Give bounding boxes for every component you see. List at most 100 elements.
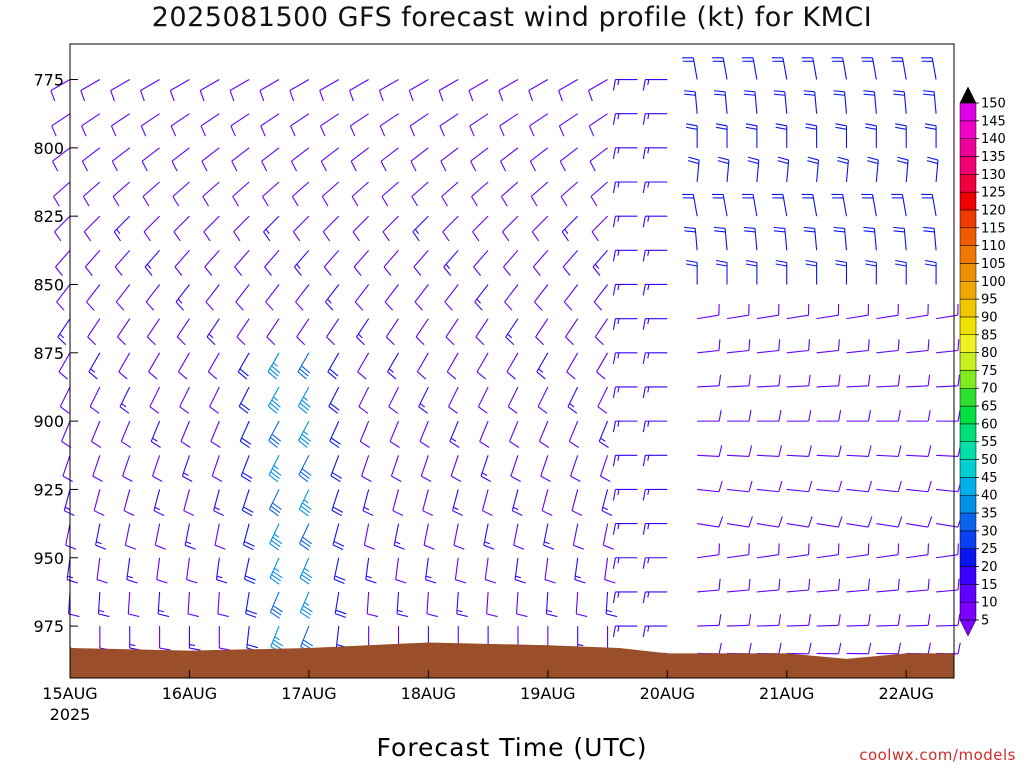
colorbar-swatch (959, 352, 977, 371)
wind-barb (803, 90, 818, 114)
wind-barb (410, 147, 429, 172)
wind-barb (444, 284, 459, 311)
wind-barb (297, 386, 311, 414)
wind-barb (322, 215, 340, 242)
wind-barb (601, 489, 613, 516)
wind-barb (863, 90, 877, 114)
wind-barb (756, 642, 782, 655)
colorbar-swatch (959, 227, 977, 246)
wind-barb (741, 57, 758, 80)
wind-barb (865, 123, 877, 148)
wind-barb (418, 386, 429, 414)
wind-barb (816, 410, 842, 422)
wind-barb (176, 318, 190, 346)
wind-barb (479, 420, 490, 448)
wind-barb (99, 626, 111, 651)
wind-barb (816, 339, 840, 354)
wind-barb (835, 123, 848, 148)
wind-barb (936, 480, 962, 493)
wind-barb (924, 259, 937, 285)
wind-barb (756, 614, 782, 627)
wind-barb (936, 374, 961, 388)
wind-barb (200, 113, 220, 137)
wind-barb (53, 215, 71, 242)
wind-barb (123, 489, 135, 516)
x-tick-label: 22AUG (879, 684, 934, 703)
wind-barb (726, 516, 753, 528)
wind-barb (816, 445, 842, 457)
colorbar-swatch (959, 370, 977, 389)
wind-barb (713, 226, 728, 251)
wind-barb (538, 420, 550, 448)
wind-barb (803, 226, 818, 251)
wind-barb (561, 215, 579, 242)
colorbar-label: 70 (981, 382, 998, 397)
wind-barb (756, 374, 781, 388)
wind-barb (118, 352, 131, 380)
wind-barb (215, 557, 228, 584)
wind-barb (110, 113, 131, 137)
wind-barb (713, 90, 728, 114)
wind-barb (471, 181, 489, 207)
wind-barb (567, 386, 579, 414)
wind-barb (612, 283, 638, 296)
wind-barb (486, 591, 498, 618)
wind-barb (269, 557, 283, 585)
y-tick-label: 975 (33, 617, 64, 636)
wind-barb (323, 249, 340, 276)
wind-barb (591, 215, 608, 242)
wind-barb (906, 614, 931, 627)
wind-barb (642, 420, 668, 433)
wind-barb (906, 578, 930, 593)
wind-barb (352, 215, 370, 242)
wind-barb (89, 386, 101, 414)
colorbar-swatch (959, 477, 977, 496)
wind-barb (206, 318, 220, 346)
wind-barb (756, 480, 783, 493)
wind-barb (727, 410, 752, 422)
wind-barb (865, 259, 877, 285)
wind-barb (893, 90, 907, 114)
wind-barb (382, 215, 399, 242)
x-tick-label: 16AUG (162, 684, 217, 703)
wind-barb (786, 578, 811, 593)
wind-barb (612, 625, 638, 638)
wind-barb (80, 79, 101, 102)
wind-barb (534, 284, 549, 311)
wind-barb (867, 156, 879, 183)
colorbar-swatch (959, 584, 977, 603)
wind-barb (642, 181, 668, 194)
wind-barb (604, 557, 616, 584)
colorbar-label: 25 (981, 542, 998, 557)
wind-barb (846, 614, 871, 627)
wind-barb (149, 386, 161, 414)
wind-barb (448, 386, 459, 414)
wind-barb (715, 259, 728, 285)
colorbar-swatch (959, 245, 977, 264)
wind-barb (259, 79, 280, 102)
wind-barb (268, 489, 282, 517)
wind-barb (906, 304, 929, 320)
wind-barb (329, 420, 341, 448)
wind-barb (396, 591, 409, 618)
wind-barb (816, 304, 840, 320)
wind-barb (590, 181, 608, 207)
wind-barb (612, 557, 638, 569)
wind-barb (727, 614, 752, 627)
wind-barb (535, 318, 549, 346)
wind-barb (385, 318, 399, 346)
wind-barb (743, 226, 758, 251)
wind-barb (239, 420, 252, 448)
wind-barb (483, 523, 495, 550)
colorbar-swatch (959, 156, 977, 175)
wind-barb (290, 147, 310, 172)
wind-barb (423, 523, 435, 550)
wind-barb (86, 284, 101, 311)
wind-barb (837, 156, 849, 183)
wind-barb (327, 352, 340, 380)
wind-barb (351, 181, 370, 207)
wind-barb (906, 374, 931, 388)
wind-barb (777, 156, 790, 183)
wind-barb (115, 284, 131, 311)
wind-barb (213, 489, 224, 516)
